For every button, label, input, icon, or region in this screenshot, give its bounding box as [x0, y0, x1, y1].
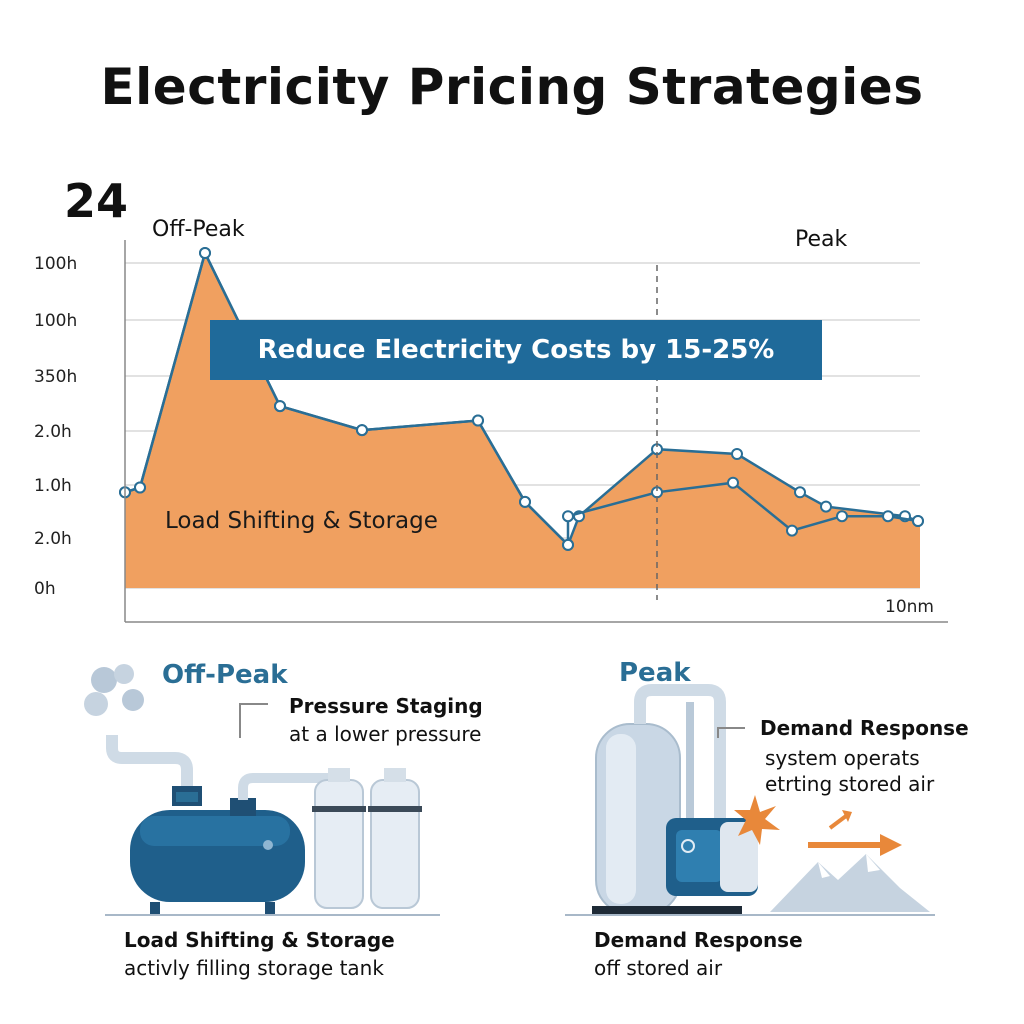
data-point: [134, 481, 146, 494]
pricing-chart: 24 Off-Peak Peak 100h 100h 350h 2.0h 1.0…: [34, 174, 948, 623]
data-point: [519, 495, 531, 508]
peak-caption-title: Demand Response: [594, 928, 803, 952]
y-tick-label: 100h: [34, 311, 77, 331]
peak-callout-title: Demand Response: [760, 716, 969, 740]
y-tick-label: 2.0h: [34, 529, 72, 549]
y-tick-label: 0h: [34, 579, 56, 599]
data-point: [472, 414, 484, 427]
illustrations: [84, 664, 935, 916]
data-point: [836, 510, 848, 523]
page-title: Electricity Pricing Strategies: [100, 58, 924, 116]
corner-value: 24: [64, 174, 128, 228]
off-peak-caption-text: activly filling storage tank: [124, 956, 384, 980]
area-label: Load Shifting & Storage: [165, 508, 438, 534]
data-point: [562, 510, 574, 523]
data-point: [356, 424, 368, 437]
data-point: [882, 510, 894, 523]
peak-caption-text: off stored air: [594, 956, 723, 980]
x-end-label: 10nm: [885, 597, 934, 617]
arrow-right-icon: [808, 810, 902, 856]
peak-callout-text-1: system operats: [765, 746, 920, 770]
y-tick-label: 100h: [34, 254, 77, 274]
peak-callout-text-2: etrting stored air: [765, 772, 935, 796]
data-point: [727, 476, 739, 489]
data-point: [731, 448, 743, 460]
y-tick-label: 2.0h: [34, 422, 72, 442]
data-point: [820, 500, 832, 513]
spark-icon: [734, 795, 780, 845]
off-peak-heading: Off-Peak: [162, 660, 288, 690]
steam-cloud-icon: [84, 664, 144, 716]
storage-cylinder-icon: [312, 768, 422, 909]
data-point: [199, 247, 211, 259]
data-point: [562, 538, 574, 551]
y-tick-label: 1.0h: [34, 476, 72, 496]
zone-label-peak: Peak: [795, 227, 847, 252]
data-point: [912, 515, 924, 527]
off-peak-callout-title: Pressure Staging: [289, 694, 483, 718]
mountain-icon: [770, 854, 930, 912]
data-point: [786, 524, 798, 537]
zone-label-off-peak: Off-Peak: [152, 217, 245, 242]
cost-area: [125, 253, 920, 588]
y-tick-label: 350h: [34, 367, 77, 387]
savings-banner: Reduce Electricity Costs by 15-25%: [210, 320, 822, 380]
data-point: [794, 486, 806, 499]
compressor-tank-icon: [130, 786, 305, 914]
peak-heading: Peak: [619, 658, 691, 688]
series-group: [119, 247, 924, 551]
data-point: [274, 400, 286, 413]
off-peak-caption-title: Load Shifting & Storage: [124, 928, 395, 952]
off-peak-callout-text: at a lower pressure: [289, 722, 482, 746]
air-tank-icon: [592, 684, 758, 916]
